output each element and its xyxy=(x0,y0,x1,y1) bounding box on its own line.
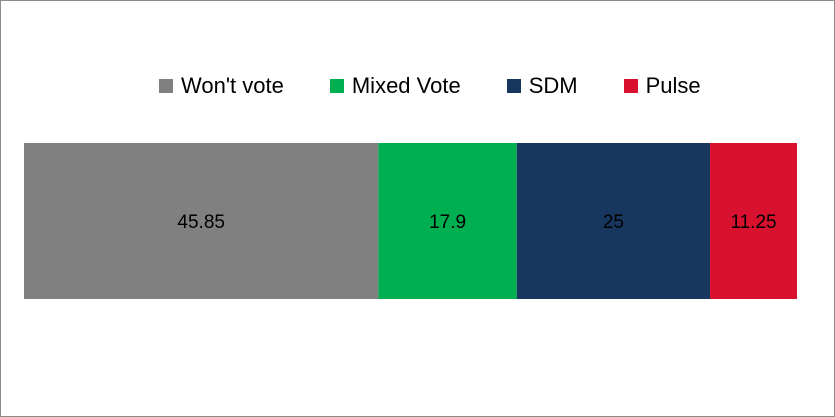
bar-segment-won-t-vote xyxy=(24,143,379,299)
legend-item-pulse: Pulse xyxy=(623,73,701,99)
legend-swatch-wont-vote xyxy=(159,79,173,93)
bar-segment-pulse xyxy=(710,143,797,299)
legend-swatch-mixed-vote xyxy=(329,79,344,93)
bar-segment-mixed-vote xyxy=(378,143,517,299)
legend-label-sdm: SDM xyxy=(528,73,578,98)
legend-item-sdm: SDM xyxy=(506,73,578,99)
legend-label-pulse: Pulse xyxy=(645,73,701,98)
legend-swatch-pulse xyxy=(623,79,638,93)
legend-label-wont-vote: Won't vote xyxy=(181,73,284,98)
data-label-sdm: 25 xyxy=(603,212,624,233)
legend-item-mixed-vote: Mixed Vote xyxy=(329,73,461,99)
data-label-pulse: 11.25 xyxy=(730,212,776,233)
legend-swatch-sdm xyxy=(506,79,521,93)
legend-label-mixed-vote: Mixed Vote xyxy=(351,73,461,98)
data-label-mixed-vote: 17.9 xyxy=(429,212,466,233)
bar-segment-sdm xyxy=(516,143,711,299)
legend-item-wont-vote: Won't vote xyxy=(159,73,284,99)
legend: Won't vote Mixed Vote SDM Pulse xyxy=(159,73,701,99)
data-label-won-t-vote: 45.85 xyxy=(177,212,225,233)
